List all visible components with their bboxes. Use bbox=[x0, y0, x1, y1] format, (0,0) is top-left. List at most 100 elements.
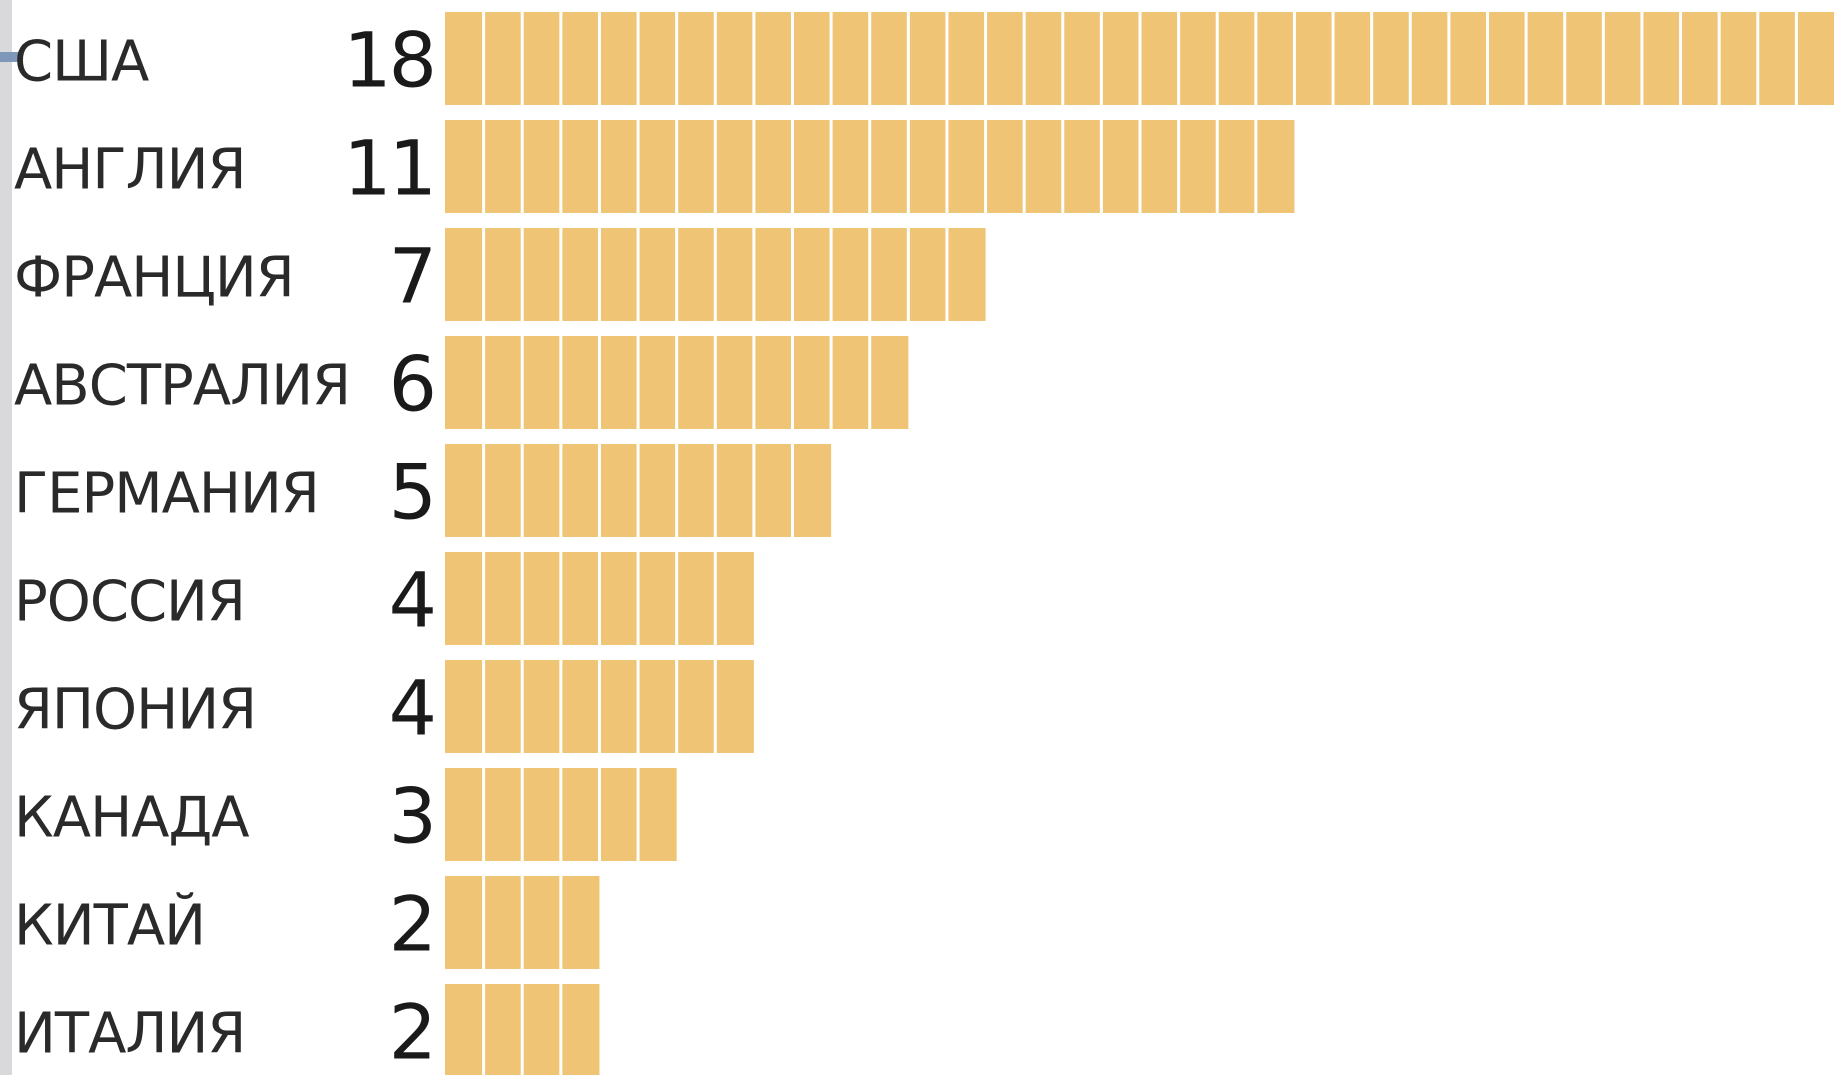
bar-segment-divider bbox=[482, 336, 486, 429]
bar-segment-divider bbox=[1717, 12, 1721, 105]
bar-segment-divider bbox=[1061, 120, 1065, 213]
bar-segment-divider bbox=[1099, 120, 1103, 213]
bar-segment-divider bbox=[752, 228, 756, 321]
bar-segment-divider bbox=[713, 660, 717, 753]
value-label: 5 bbox=[389, 448, 434, 537]
bar-segment-divider bbox=[675, 336, 679, 429]
category-label: КАНАДА bbox=[14, 786, 249, 851]
bar-segment-divider bbox=[791, 336, 794, 429]
category-label: ЯПОНИЯ bbox=[14, 678, 256, 743]
category-label: ИТАЛИЯ bbox=[14, 1002, 245, 1067]
bar-segment-divider bbox=[636, 768, 640, 861]
bar-segment-divider bbox=[1061, 12, 1065, 105]
bar-segment-divider bbox=[559, 444, 563, 537]
bar-segment-divider bbox=[636, 228, 640, 321]
bar-segment-divider bbox=[1254, 12, 1258, 105]
bar-segment-divider bbox=[868, 120, 872, 213]
bar-segment-divider bbox=[713, 12, 717, 105]
bar-segment-divider bbox=[1601, 12, 1605, 105]
category-label: АВСТРАЛИЯ bbox=[14, 354, 350, 419]
bar-segment-divider bbox=[752, 336, 756, 429]
bar-segment-divider bbox=[1254, 120, 1258, 213]
bar-segment-divider bbox=[752, 12, 756, 105]
bar-segment-divider bbox=[1640, 12, 1644, 105]
bar-segment-divider bbox=[520, 984, 524, 1075]
bar-segment-divider bbox=[675, 660, 679, 753]
bar-segment-divider bbox=[520, 552, 524, 645]
value-label: 3 bbox=[389, 772, 434, 861]
value-label: 7 bbox=[389, 232, 434, 321]
bar-segment-divider bbox=[1138, 12, 1142, 105]
category-label: США bbox=[14, 30, 149, 95]
bar-segment-divider bbox=[482, 768, 486, 861]
category-label: РОССИЯ bbox=[14, 570, 245, 635]
bar-segment-divider bbox=[559, 12, 563, 105]
bar-segment-divider bbox=[1138, 120, 1142, 213]
bar-segment-divider bbox=[829, 336, 833, 429]
bar-segment-divider bbox=[520, 120, 524, 213]
bar-segment-divider bbox=[559, 552, 563, 645]
bar-segment-divider bbox=[713, 552, 717, 645]
bar-segment-divider bbox=[713, 120, 717, 213]
bar-segment-divider bbox=[791, 120, 794, 213]
bar-segment-divider bbox=[713, 336, 717, 429]
bar-segment-divider bbox=[597, 120, 601, 213]
bar-segment-divider bbox=[1370, 12, 1374, 105]
bar-segment-divider bbox=[1177, 120, 1181, 213]
bar-segment-divider bbox=[945, 12, 949, 105]
bar-segment-divider bbox=[829, 120, 833, 213]
bar-segment-divider bbox=[597, 660, 601, 753]
bar-segment-divider bbox=[675, 12, 679, 105]
bar-segment-divider bbox=[482, 444, 486, 537]
bar-segment-divider bbox=[984, 12, 988, 105]
bar-segment-divider bbox=[636, 444, 640, 537]
bar-segment-divider bbox=[1022, 12, 1026, 105]
window-left-edge bbox=[0, 0, 12, 1075]
bar-segment-divider bbox=[1215, 12, 1219, 105]
bar-segment-divider bbox=[945, 228, 949, 321]
bar-segment-divider bbox=[1022, 120, 1026, 213]
bar-segment-divider bbox=[482, 984, 486, 1075]
bar-segment-divider bbox=[520, 444, 524, 537]
bar-segment-divider bbox=[559, 336, 563, 429]
category-label: ФРАНЦИЯ bbox=[14, 246, 294, 311]
value-label: 6 bbox=[389, 340, 434, 429]
bar-segment-divider bbox=[559, 768, 563, 861]
bar-segment-divider bbox=[482, 228, 486, 321]
value-label: 11 bbox=[343, 124, 434, 213]
bar-segment-divider bbox=[1447, 12, 1451, 105]
bar-segment-divider bbox=[906, 120, 910, 213]
bar-segment-divider bbox=[791, 228, 794, 321]
bar-segment-divider bbox=[752, 444, 756, 537]
category-label: АНГЛИЯ bbox=[14, 138, 245, 203]
bar-segment-divider bbox=[1408, 12, 1412, 105]
bar-segment-divider bbox=[597, 444, 601, 537]
bar-segment-divider bbox=[636, 336, 640, 429]
chart-rows: США 18 АНГЛИЯ 11 ФРАНЦИЯ 7 АВСТРАЛИЯ 6 ГЕРМАНИЯ 5… bbox=[14, 12, 1834, 1075]
bar-segment-divider bbox=[520, 768, 524, 861]
bar-segment-divider bbox=[597, 228, 601, 321]
bar-segment-divider bbox=[559, 984, 563, 1075]
bar-segment-divider bbox=[829, 228, 833, 321]
value-label: 18 bbox=[343, 16, 434, 105]
bar-segment-divider bbox=[597, 768, 601, 861]
bar-segment-divider bbox=[482, 876, 486, 969]
bar-segment-divider bbox=[1099, 12, 1103, 105]
bar-segment-divider bbox=[636, 12, 640, 105]
bar-segment-divider bbox=[520, 228, 524, 321]
bar-segment-divider bbox=[597, 552, 601, 645]
bar-segment-divider bbox=[1756, 12, 1760, 105]
bar-segment-divider bbox=[1331, 12, 1335, 105]
bar-segment-divider bbox=[636, 660, 640, 753]
bar-segment-divider bbox=[713, 444, 717, 537]
bar-segment-divider bbox=[1794, 12, 1798, 105]
category-label: ГЕРМАНИЯ bbox=[14, 462, 319, 527]
bar-segment-divider bbox=[597, 336, 601, 429]
bar-segment-divider bbox=[713, 228, 717, 321]
bar-segment-divider bbox=[906, 228, 910, 321]
bar-segment-divider bbox=[559, 120, 563, 213]
bar-segment-divider bbox=[752, 120, 756, 213]
bar-segment-divider bbox=[559, 660, 563, 753]
